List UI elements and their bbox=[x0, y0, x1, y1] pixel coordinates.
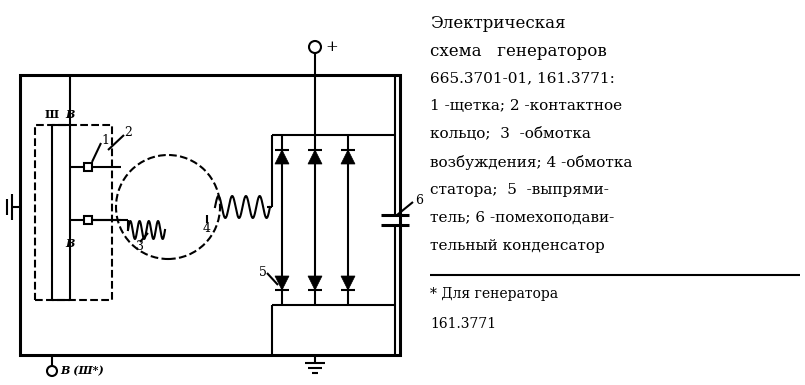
Polygon shape bbox=[341, 150, 355, 164]
Text: В: В bbox=[65, 238, 75, 249]
Text: 2: 2 bbox=[124, 127, 132, 139]
Text: 4: 4 bbox=[203, 221, 211, 234]
Bar bbox=[35, 125, 112, 300]
Text: 161.3771: 161.3771 bbox=[430, 317, 496, 331]
Text: 1: 1 bbox=[101, 134, 109, 147]
Text: тельный конденсатор: тельный конденсатор bbox=[430, 239, 605, 253]
Text: Ш: Ш bbox=[45, 109, 59, 120]
Text: 665.3701-01, 161.3771:: 665.3701-01, 161.3771: bbox=[430, 71, 615, 85]
Bar bbox=[84, 163, 92, 171]
Polygon shape bbox=[275, 150, 289, 164]
Text: статора;  5  -выпрями-: статора; 5 -выпрями- bbox=[430, 183, 609, 197]
Polygon shape bbox=[275, 276, 289, 290]
Text: тель; 6 -помехоподави-: тель; 6 -помехоподави- bbox=[430, 211, 614, 225]
Text: +: + bbox=[325, 40, 338, 54]
Text: 6: 6 bbox=[415, 194, 423, 206]
Text: В (Ш*): В (Ш*) bbox=[60, 365, 104, 377]
Bar bbox=[20, 75, 400, 355]
Text: возбуждения; 4 -обмотка: возбуждения; 4 -обмотка bbox=[430, 155, 633, 170]
Text: * Для генератора: * Для генератора bbox=[430, 287, 558, 301]
Text: 1 -щетка; 2 -контактное: 1 -щетка; 2 -контактное bbox=[430, 99, 622, 113]
Polygon shape bbox=[308, 150, 322, 164]
Text: В: В bbox=[65, 109, 75, 120]
Bar bbox=[84, 216, 92, 224]
Text: 5: 5 bbox=[259, 266, 267, 280]
Polygon shape bbox=[341, 276, 355, 290]
Text: кольцо;  3  -обмотка: кольцо; 3 -обмотка bbox=[430, 127, 591, 141]
Text: 3: 3 bbox=[136, 241, 144, 253]
Polygon shape bbox=[308, 276, 322, 290]
Text: Электрическая: Электрическая bbox=[430, 15, 566, 32]
Text: схема   генераторов: схема генераторов bbox=[430, 43, 607, 60]
